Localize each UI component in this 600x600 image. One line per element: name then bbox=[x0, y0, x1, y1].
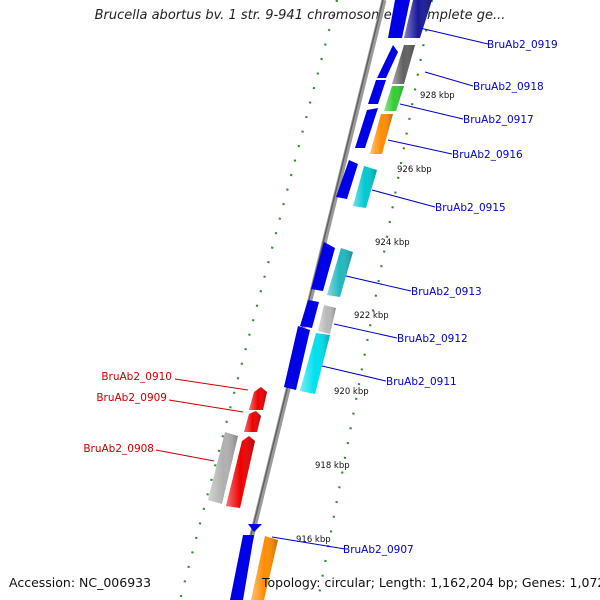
gene-label-0916[interactable]: BruAb2_0916 bbox=[452, 149, 523, 161]
gene-arrow[interactable] bbox=[230, 535, 254, 600]
gene-arrow[interactable] bbox=[311, 242, 335, 291]
topology-text: Topology: circular; Length: 1,162,204 bp… bbox=[262, 575, 600, 590]
gene-feature-0909[interactable] bbox=[244, 411, 261, 432]
scale-label: 922 kbp bbox=[354, 311, 389, 321]
gene-arrow[interactable] bbox=[377, 45, 398, 78]
gene-label-0918[interactable]: BruAb2_0918 bbox=[473, 81, 544, 93]
leader-line bbox=[333, 323, 398, 339]
gene-feature-0919[interactable] bbox=[388, 0, 432, 38]
gene-feature-0917[interactable] bbox=[368, 80, 404, 111]
scale-label: 916 kbp bbox=[296, 535, 331, 545]
gene-feature-0911[interactable] bbox=[284, 326, 330, 394]
leader-line bbox=[387, 139, 453, 155]
gene-arrow[interactable] bbox=[388, 0, 410, 38]
leader-line bbox=[271, 536, 346, 550]
gene-feature-0915[interactable] bbox=[336, 160, 377, 208]
gene-labels: BruAb2_0919 BruAb2_0918 BruAb2_0917 BruA… bbox=[83, 39, 557, 556]
leader-line bbox=[174, 378, 249, 391]
gene-label-0911[interactable]: BruAb2_0911 bbox=[386, 376, 457, 388]
leader-line bbox=[424, 71, 474, 87]
gene-label-0909[interactable]: BruAb2_0909 bbox=[96, 392, 167, 404]
leader-line bbox=[155, 449, 215, 462]
gene-feature-0908[interactable] bbox=[208, 432, 255, 508]
gene-label-0912[interactable]: BruAb2_0912 bbox=[397, 333, 468, 345]
leader-line bbox=[345, 275, 412, 292]
backbone-edge bbox=[234, 0, 384, 600]
gene-label-0907[interactable]: BruAb2_0907 bbox=[343, 544, 414, 556]
gene-arrow[interactable] bbox=[368, 80, 386, 104]
accession-text: Accession: NC_006933 bbox=[9, 575, 152, 590]
gene-feature-0918[interactable] bbox=[377, 45, 415, 84]
leader-line bbox=[371, 189, 436, 208]
scale-label: 920 kbp bbox=[334, 387, 369, 397]
gene-feature-0913[interactable] bbox=[311, 242, 353, 297]
leader-line bbox=[321, 365, 387, 382]
gene-feature-0907[interactable] bbox=[230, 524, 278, 600]
gene-arrow[interactable] bbox=[248, 524, 262, 532]
scale-label: 926 kbp bbox=[397, 165, 432, 175]
gene-label-0908[interactable]: BruAb2_0908 bbox=[83, 443, 154, 455]
gene-feature-0910[interactable] bbox=[249, 387, 267, 410]
gene-arrow[interactable] bbox=[355, 108, 378, 148]
gene-label-0910[interactable]: BruAb2_0910 bbox=[101, 371, 172, 383]
gene-label-0913[interactable]: BruAb2_0913 bbox=[411, 286, 482, 298]
gene-feature-0916[interactable] bbox=[355, 108, 393, 154]
scale-label: 924 kbp bbox=[375, 238, 410, 248]
gene-arrow[interactable] bbox=[300, 300, 319, 328]
backbone-line bbox=[233, 0, 387, 600]
gene-label-0919[interactable]: BruAb2_0919 bbox=[487, 39, 558, 51]
leader-line bbox=[168, 399, 244, 413]
scale-label: 928 kbp bbox=[420, 91, 455, 101]
gene-feature-0912[interactable] bbox=[300, 300, 336, 334]
gene-arrow[interactable] bbox=[284, 326, 310, 390]
gene-features bbox=[208, 0, 432, 600]
leader-line bbox=[399, 103, 464, 120]
gene-label-0917[interactable]: BruAb2_0917 bbox=[463, 114, 534, 126]
backbone bbox=[233, 0, 387, 600]
scale-label: 918 kbp bbox=[315, 461, 350, 471]
leader-line bbox=[419, 27, 489, 45]
label-leaders bbox=[155, 27, 489, 550]
scale-labels: 928 kbp 926 kbp 924 kbp 922 kbp 920 kbp … bbox=[296, 91, 455, 545]
gene-arrow[interactable] bbox=[336, 160, 358, 199]
gene-label-0915[interactable]: BruAb2_0915 bbox=[435, 202, 506, 214]
